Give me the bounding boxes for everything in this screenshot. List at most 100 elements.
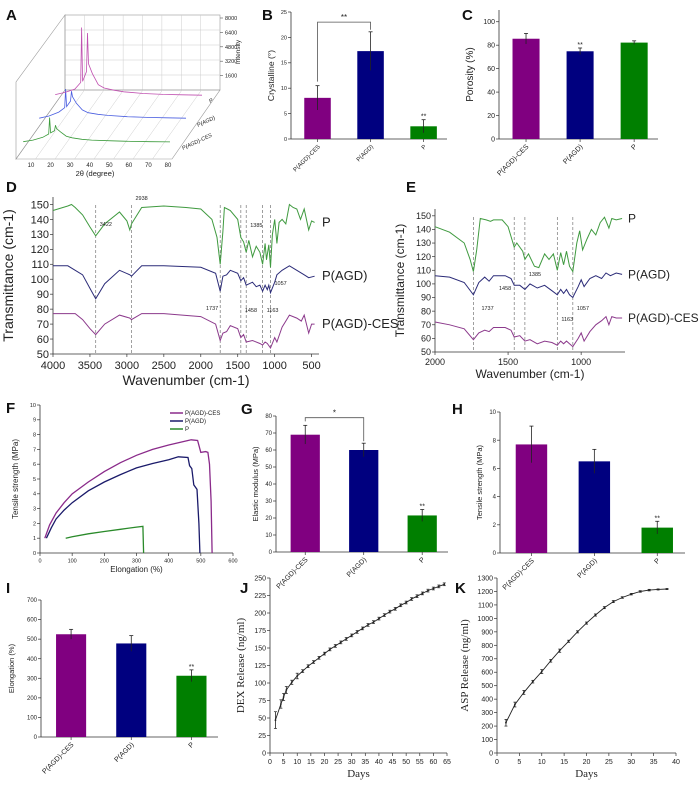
x-tick-label: 1000 (571, 357, 591, 367)
peak-label: 2938 (135, 196, 147, 202)
y-tick-label: 800 (481, 643, 493, 650)
grid-line (152, 89, 202, 160)
y-tick-label: 20 (487, 113, 495, 120)
y-tick-label: 0 (489, 750, 493, 757)
y-tick-label: 600 (27, 618, 38, 624)
panel-k: K010020030040050060070080090010001100120… (455, 575, 680, 780)
x-axis-title: Days (575, 768, 598, 780)
data-point (274, 719, 277, 721)
data-point (405, 601, 408, 604)
category-label: P (653, 557, 661, 565)
y-tick-label: 30 (265, 499, 272, 505)
data-point (329, 648, 331, 651)
data-point (356, 631, 359, 633)
y-tick-label: 6400 (225, 30, 237, 36)
y-tick-label: 1100 (478, 602, 493, 609)
data-point (427, 589, 429, 592)
category-label: P(AGD) (576, 557, 598, 579)
series-label: P (322, 214, 331, 229)
y-tick-label: 50 (265, 465, 272, 471)
data-point (350, 634, 353, 637)
grid-line (74, 89, 124, 160)
data-point (514, 703, 516, 706)
x-tick-label: 50 (106, 163, 113, 169)
x-tick-label: 0 (495, 759, 499, 766)
y-tick-label: 150 (31, 199, 49, 211)
data-point (549, 659, 552, 662)
series-line (45, 456, 201, 554)
y-tick-label: 4800 (225, 45, 237, 51)
y-tick-label: 0 (493, 551, 497, 557)
panel-e: E 50 60 70 80 90 100 110 120 130 140 150 2000 1500 100… (393, 179, 699, 381)
series-label: P(AGD) (196, 115, 216, 129)
panel-i: I 0 100 200 300 400 500 600 700 Elongation (%) P(A… (6, 580, 218, 776)
bar (512, 38, 540, 139)
y-tick-label: 1200 (477, 589, 493, 596)
series-label: P(AGD) (322, 268, 368, 283)
data-point (594, 614, 597, 616)
x-tick-label: 300 (132, 559, 141, 565)
y-tick-label: 15 (281, 61, 287, 67)
panel-label: G (241, 401, 253, 418)
peak-label: 1737 (206, 306, 218, 312)
y-tick-label: 80 (265, 414, 272, 420)
y-tick-label: 10 (265, 533, 272, 539)
legend-label: P(AGD)-CES (185, 411, 220, 417)
data-point (296, 675, 299, 677)
series-label: P (628, 212, 636, 226)
y-tick-label: 140 (31, 214, 49, 226)
y-axis-title: Elastic modulus (MPa) (251, 446, 260, 522)
release-curve (505, 588, 668, 723)
legend-label: P(AGD) (185, 419, 206, 425)
x-axis-title: 2θ (degree) (76, 169, 115, 178)
panel-h: H 0 2 4 6 8 10 Tensile strength (MPa) P(AGD)-CES… (452, 401, 685, 592)
y-tick-label: 700 (27, 598, 38, 604)
x-tick-label: 1000 (262, 360, 286, 372)
data-point (307, 665, 310, 668)
x-axis-title: Wavenumber (cm-1) (122, 372, 249, 388)
x-tick-label: 40 (86, 163, 93, 169)
bar (566, 51, 594, 139)
x-tick-label: 10 (293, 759, 301, 766)
panel-g: G 0 10 20 30 40 50 60 70 80 Elastic modulus (MPa) P… (241, 401, 448, 591)
series-label: P(AGD)-CES (322, 316, 399, 331)
x-tick-label: 20 (47, 163, 54, 169)
category-label: P (418, 556, 426, 564)
y-tick-label: 100 (481, 737, 493, 744)
data-point (383, 614, 386, 616)
y-axis-title: Tensile strength (MPa) (475, 444, 484, 520)
y-tick-label: 600 (481, 670, 493, 677)
series-label: P(AGD)-CES (628, 311, 699, 325)
grid-line (54, 89, 105, 160)
xrd-trace (39, 88, 187, 119)
y-tick-label: 4 (33, 492, 36, 498)
data-point (282, 696, 285, 698)
peak-label: 1385 (250, 223, 262, 229)
y-tick-label: 90 (37, 289, 49, 301)
y-tick-label: 1300 (477, 575, 493, 582)
panel-c: C 0 20 40 60 80 100 Porosity (%) P(AGD)-CES P(AGD… (462, 7, 658, 178)
category-label: P (630, 143, 638, 151)
x-tick-label: 2000 (425, 357, 445, 367)
x-tick-label: 0 (268, 759, 272, 766)
grid-line (113, 89, 163, 160)
x-tick-label: 0 (38, 559, 41, 565)
x-tick-label: 1500 (498, 357, 518, 367)
y-tick-label: 2 (493, 523, 497, 529)
x-tick-label: 30 (627, 759, 635, 766)
x-tick-label: 30 (348, 759, 356, 766)
data-point (603, 606, 606, 609)
data-point (367, 624, 369, 626)
series-label: P(AGD) (628, 267, 670, 281)
x-tick-label: 35 (650, 759, 658, 766)
data-point (361, 627, 364, 630)
y-tick-label: 400 (481, 697, 493, 704)
x-tick-label: 500 (196, 559, 205, 565)
panel-label: I (6, 580, 10, 597)
y-tick-label: 110 (417, 265, 431, 275)
panel-label: K (455, 580, 466, 597)
significance-label: ** (655, 515, 661, 522)
x-tick-label: 3000 (115, 360, 139, 372)
y-tick-label: 1 (33, 536, 36, 542)
panel-label: C (462, 7, 473, 24)
